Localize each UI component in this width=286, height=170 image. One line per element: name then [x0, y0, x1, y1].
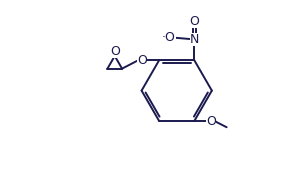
Text: O: O [189, 15, 199, 28]
Text: O: O [206, 115, 216, 128]
Text: ·O: ·O [162, 31, 176, 44]
Text: O: O [137, 54, 147, 67]
Text: N: N [190, 33, 199, 46]
Text: O: O [110, 45, 120, 58]
